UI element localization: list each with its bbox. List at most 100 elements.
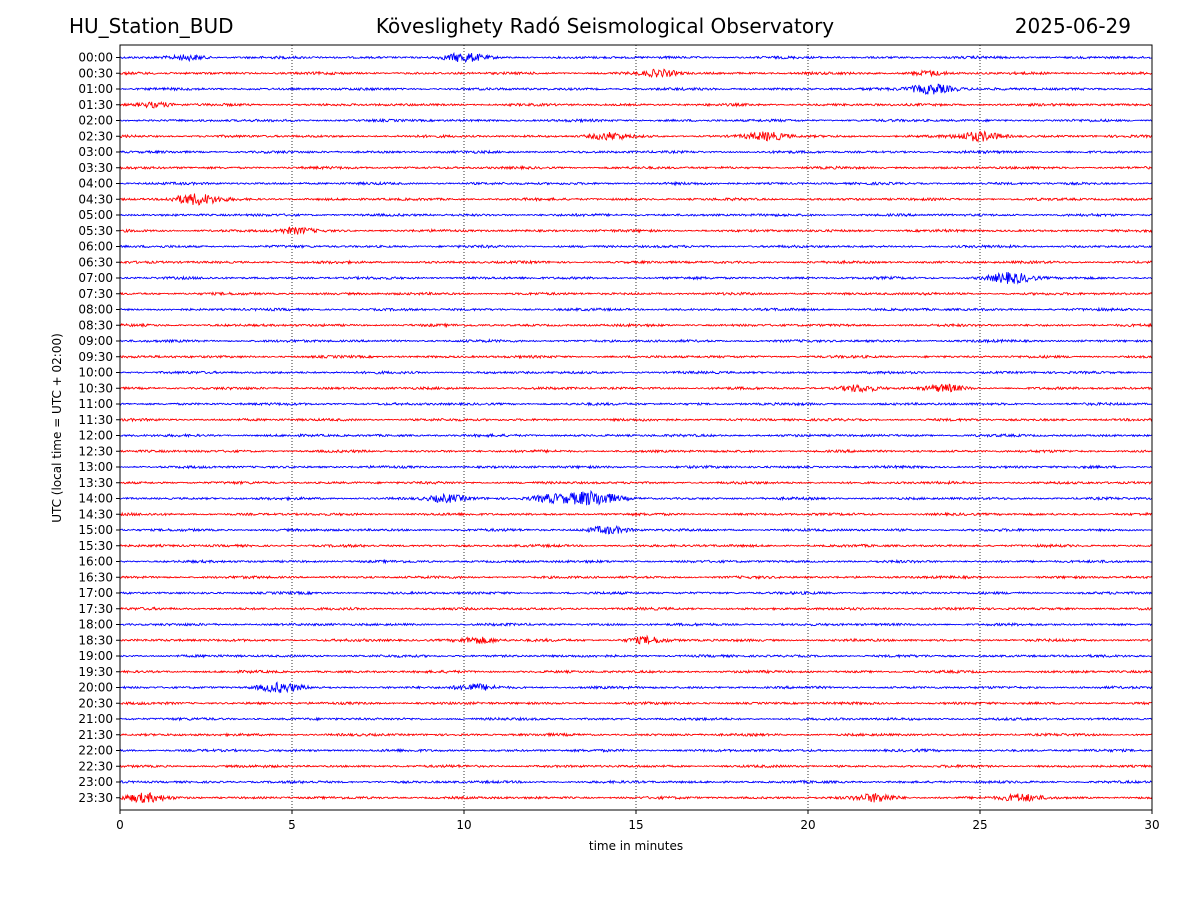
x-tick-label: 20 [800, 818, 815, 832]
seismic-trace-row [119, 291, 1153, 297]
row-time-label: 02:30 [78, 129, 113, 143]
x-tick-label: 0 [116, 818, 124, 832]
x-tick-label: 30 [1144, 818, 1159, 832]
plot-date: 2025-06-29 [1014, 14, 1131, 38]
row-time-label: 04:30 [78, 192, 113, 206]
row-time-label: 05:30 [78, 224, 113, 238]
row-time-label: 18:00 [78, 618, 113, 632]
seismic-trace-row [119, 716, 1153, 722]
row-time-label: 00:00 [78, 51, 113, 65]
seismic-trace-row [119, 271, 1153, 285]
seismic-trace-row [119, 779, 1153, 785]
x-axis-ticks: 0 5 10 15 20 25 30 [116, 810, 1160, 832]
row-time-label: 22:30 [78, 759, 113, 773]
row-time-label: 16:00 [78, 555, 113, 569]
seismic-trace-row [119, 212, 1153, 218]
seismic-trace-row [119, 130, 1153, 143]
x-tick-label: 5 [288, 818, 296, 832]
row-time-label: 23:30 [78, 791, 113, 805]
row-time-label: 20:00 [78, 681, 113, 695]
seismic-trace-row [119, 511, 1153, 518]
row-time-label: 06:00 [78, 240, 113, 254]
observatory-title: Köveslighety Radó Seismological Observat… [375, 14, 835, 38]
row-time-label: 12:00 [78, 429, 113, 443]
seismic-trace-row [119, 558, 1153, 565]
row-time-label: 05:00 [78, 208, 113, 222]
seismic-trace-row [119, 747, 1153, 754]
seismic-trace-row [119, 165, 1153, 171]
station-name: HU_Station_BUD [69, 14, 234, 38]
row-time-label: 03:30 [78, 161, 113, 175]
seismic-trace-row [119, 574, 1153, 580]
row-time-label: 19:30 [78, 665, 113, 679]
seismic-trace-row [119, 479, 1152, 486]
row-time-label: 17:30 [78, 602, 113, 616]
row-time-label: 10:30 [78, 381, 113, 395]
seismic-trace-row [119, 180, 1153, 187]
seismic-trace-row [119, 401, 1153, 407]
row-time-label: 13:00 [78, 460, 113, 474]
x-tick-label: 15 [628, 818, 643, 832]
seismic-trace-row [119, 117, 1153, 124]
seismic-trace-row [119, 259, 1153, 265]
seismic-trace-row [119, 763, 1152, 769]
seismic-trace-row [119, 622, 1153, 627]
row-time-label: 06:30 [78, 255, 113, 269]
seismic-trace-row [119, 68, 1153, 78]
seismic-trace-row [119, 322, 1153, 329]
seismic-trace-row [119, 383, 1153, 394]
gridlines [291, 45, 981, 810]
seismic-trace-row [119, 243, 1153, 250]
seismic-trace-row [119, 100, 1153, 109]
seismic-trace-row [119, 653, 1153, 659]
row-time-label: 21:30 [78, 728, 113, 742]
x-axis-label: time in minutes [589, 839, 683, 853]
seismic-trace-row [119, 338, 1153, 344]
seismic-trace-row [119, 432, 1153, 439]
row-time-label: 15:00 [78, 523, 113, 537]
row-time-label: 17:00 [78, 586, 113, 600]
row-time-label: 03:00 [78, 145, 113, 159]
seismic-trace-row [119, 681, 1153, 694]
seismic-trace-row [119, 791, 1153, 804]
row-time-label: 04:00 [78, 177, 113, 191]
seismic-trace-row [119, 226, 1153, 235]
seismic-trace-row [119, 590, 1153, 596]
row-time-label: 19:00 [78, 649, 113, 663]
row-time-label: 11:00 [78, 397, 113, 411]
row-time-label: 01:30 [78, 98, 113, 112]
y-axis-label: UTC (local time = UTC + 02:00) [50, 333, 64, 523]
row-time-label: 14:30 [78, 507, 113, 521]
seismic-trace-row [119, 634, 1153, 646]
row-time-label: 12:30 [78, 444, 113, 458]
row-time-label: 20:30 [78, 696, 113, 710]
row-time-label: 22:00 [78, 744, 113, 758]
row-time-label: 01:00 [78, 82, 113, 96]
row-time-label: 15:30 [78, 539, 113, 553]
row-time-label: 13:30 [78, 476, 113, 490]
seismic-trace-row [119, 149, 1153, 155]
row-time-label: 16:30 [78, 570, 113, 584]
x-tick-label: 10 [456, 818, 471, 832]
row-time-label: 08:00 [78, 303, 113, 317]
seismic-trace-row [119, 732, 1153, 738]
row-time-label: 11:30 [78, 413, 113, 427]
row-time-label: 09:00 [78, 334, 113, 348]
row-time-label: 07:30 [78, 287, 113, 301]
seismic-trace-row [119, 448, 1153, 454]
seismic-trace-row [119, 306, 1153, 313]
row-time-label: 02:00 [78, 114, 113, 128]
seismic-trace-row [119, 417, 1153, 423]
seismic-trace-row [119, 700, 1153, 706]
seismic-trace-row [119, 543, 1153, 549]
row-time-label: 00:30 [78, 66, 113, 80]
seismic-trace-row [119, 193, 1153, 206]
seismic-trace-row [119, 354, 1153, 360]
row-time-label: 10:00 [78, 366, 113, 380]
seismic-trace-row [119, 524, 1153, 535]
x-tick-label: 25 [972, 818, 987, 832]
row-time-label: 07:00 [78, 271, 113, 285]
seismic-trace-row [119, 489, 1153, 506]
